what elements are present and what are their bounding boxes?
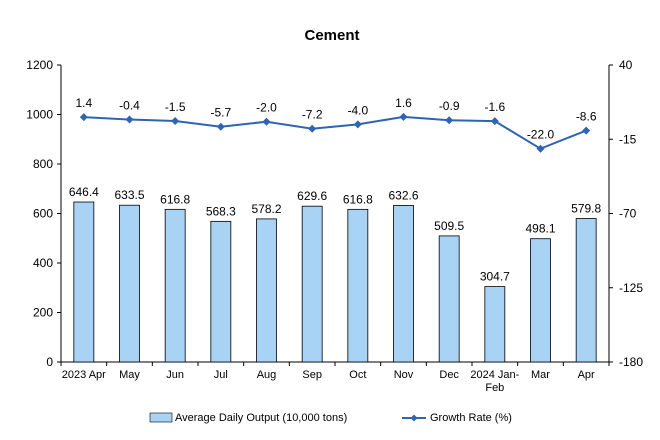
category-label: Nov <box>394 369 414 381</box>
line-point <box>171 117 180 126</box>
y-left-tick-label: 400 <box>33 256 53 270</box>
legend-line-label: Growth Rate (%) <box>430 412 512 424</box>
line-point <box>536 144 545 153</box>
y-right-tick-label: -125 <box>619 281 643 295</box>
category-label: Apr <box>578 369 595 381</box>
line-point <box>79 113 88 122</box>
y-right-tick-label: -15 <box>619 132 637 146</box>
line-value-label: -8.6 <box>576 110 597 124</box>
line-value-label: -1.6 <box>484 100 505 114</box>
bar-value-label: 498.1 <box>525 222 555 236</box>
bar-value-label: 568.3 <box>206 204 236 218</box>
line-point <box>582 126 591 135</box>
category-label: Jun <box>166 369 184 381</box>
bar <box>119 204 140 363</box>
bar <box>73 201 95 363</box>
category-label: Dec <box>439 369 459 381</box>
line-point <box>445 116 454 125</box>
plot-area: 0 200 400 600 800 1000 1200 -180 -125 -70 -15 40 646… <box>26 58 643 394</box>
line-point <box>216 122 225 131</box>
y-left-tick-label: 1000 <box>26 108 53 122</box>
line-point <box>490 117 499 126</box>
line-value-label: -22.0 <box>527 128 555 142</box>
category-label: Oct <box>349 369 366 381</box>
bar-value-label: 616.8 <box>160 192 190 206</box>
bar <box>393 205 414 363</box>
y-left-tick-label: 1200 <box>26 58 53 72</box>
bar-value-label: 633.5 <box>114 188 144 202</box>
line-point <box>262 117 271 126</box>
y-right-tick-label: -180 <box>619 355 643 369</box>
bar <box>575 218 597 363</box>
legend: Average Daily Output (10,000 tons) Growt… <box>149 412 512 424</box>
line-value-label: -1.5 <box>165 100 186 114</box>
line-value-label: -0.9 <box>439 99 460 113</box>
bar <box>164 208 186 363</box>
bar-value-label: 629.6 <box>297 189 327 203</box>
bar-value-label: 579.8 <box>571 201 601 215</box>
bar <box>210 220 232 363</box>
y-left-tick-label: 0 <box>46 355 53 369</box>
line-point <box>308 124 317 133</box>
growth-rate-line <box>83 115 587 150</box>
y-left-tick-label: 600 <box>33 207 53 221</box>
bar-value-label: 304.7 <box>480 270 510 284</box>
bar <box>347 208 369 363</box>
category-label: 2023 Apr <box>62 369 106 381</box>
legend-line-marker <box>410 414 418 422</box>
y-left-tick-label: 800 <box>33 157 53 171</box>
bar-value-label: 632.6 <box>388 188 418 202</box>
line-value-label: 1.4 <box>75 96 92 110</box>
bar <box>301 205 323 363</box>
bar <box>438 235 460 363</box>
y-left-tick-label: 200 <box>33 306 53 320</box>
category-label: Jul <box>214 369 228 381</box>
category-label: Mar <box>531 369 550 381</box>
line-value-label: -7.2 <box>302 108 323 122</box>
legend-bar-swatch <box>149 412 173 423</box>
category-label: May <box>119 369 140 381</box>
category-label: 2024 Jan-Feb <box>470 369 519 394</box>
line-value-label: 1.6 <box>395 96 412 110</box>
bar <box>484 286 506 363</box>
bar-value-label: 646.4 <box>69 185 99 199</box>
y-right-tick-label: -70 <box>619 207 637 221</box>
category-label: Aug <box>257 369 277 381</box>
y-right-tick-label: 40 <box>619 58 633 72</box>
bar-value-label: 616.8 <box>343 192 373 206</box>
line-point <box>125 115 134 124</box>
line-value-label: -4.0 <box>347 103 368 117</box>
bar-value-label: 509.5 <box>434 219 464 233</box>
line-point <box>399 112 408 121</box>
chart-title: Cement <box>304 27 359 44</box>
bar <box>530 238 551 363</box>
line-value-label: -5.7 <box>210 106 231 120</box>
category-label: Sep <box>302 369 322 381</box>
line-value-label: -2.0 <box>256 101 277 115</box>
line-value-label: -0.4 <box>119 99 140 113</box>
legend-bar-label: Average Daily Output (10,000 tons) <box>175 412 347 424</box>
bar <box>256 218 277 363</box>
line-point <box>353 120 362 129</box>
bar-value-label: 578.2 <box>251 202 281 216</box>
